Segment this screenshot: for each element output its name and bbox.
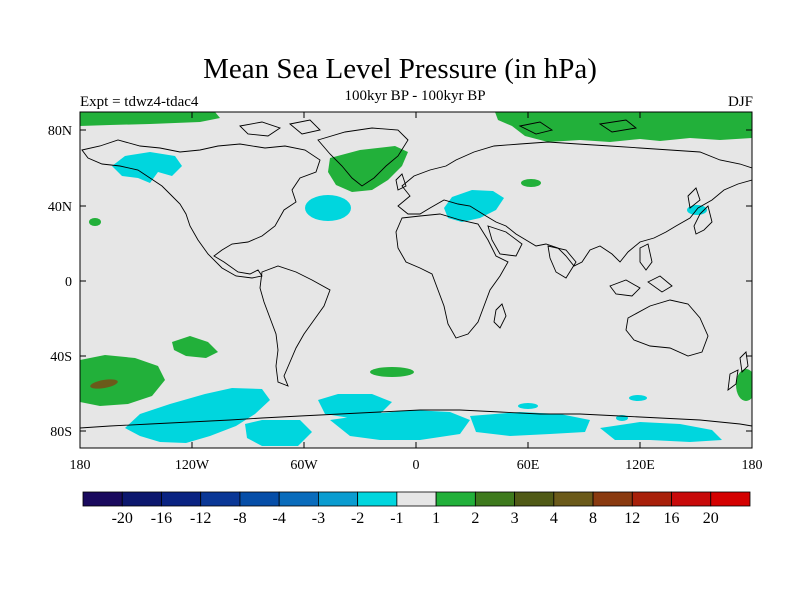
lat-tick-label: 40N xyxy=(48,200,72,215)
colorbar-label: 1 xyxy=(432,510,440,527)
anomaly-negative-alaska xyxy=(112,152,182,183)
colorbar-swatch xyxy=(161,491,202,507)
lon-tick-label: 120W xyxy=(175,458,210,473)
anomaly-positive-south-pacific-west xyxy=(80,355,165,406)
anomaly-positive-greenland xyxy=(328,146,408,192)
anomaly-negative-small-2 xyxy=(629,395,647,401)
colorbar-swatch xyxy=(318,491,359,507)
colorbar-label: -1 xyxy=(390,510,403,527)
anomaly-fields xyxy=(80,112,752,446)
colorbar-swatch xyxy=(710,491,751,507)
colorbar-swatch xyxy=(121,491,162,507)
anomaly-positive-arctic-east xyxy=(495,112,752,142)
colorbar-label: 16 xyxy=(664,510,680,527)
anomaly-negative-southern-ocean-drake xyxy=(245,420,312,446)
anomaly-positive-south-atlantic xyxy=(370,367,414,377)
map-background xyxy=(80,112,752,448)
lon-tick-label: 120E xyxy=(625,458,655,473)
colorbar-swatch xyxy=(631,491,672,507)
anomaly-positive-south-pacific-mid xyxy=(172,336,218,358)
anomaly-positive-arctic-west xyxy=(80,112,220,126)
colorbar-label: -4 xyxy=(273,510,286,527)
coastlines xyxy=(80,119,752,429)
colorbar-label: 8 xyxy=(589,510,597,527)
lat-tick-label: 40S xyxy=(50,350,72,365)
colorbar-swatch xyxy=(278,491,319,507)
anomaly-negative-southern-ocean-central xyxy=(330,410,470,440)
anomaly-positive-central-asia xyxy=(521,179,541,187)
colorbar-label: -8 xyxy=(233,510,246,527)
latitude-axis: 80N 40N 0 40S 80S xyxy=(48,124,752,440)
colorbar-swatch xyxy=(592,491,633,507)
anomaly-positive-east-pacific-end xyxy=(736,369,752,401)
colorbar-label: -16 xyxy=(151,510,172,527)
colorbar-label: 4 xyxy=(550,510,558,527)
colorbar-label: 3 xyxy=(511,510,519,527)
colorbar-swatch xyxy=(82,491,123,507)
lon-tick-label: 180 xyxy=(742,458,763,473)
colorbar-swatch xyxy=(239,491,280,507)
lat-tick-label: 80S xyxy=(50,425,72,440)
colorbar-swatch xyxy=(200,491,241,507)
colorbar-label: 2 xyxy=(471,510,479,527)
anomaly-negative-north-atlantic xyxy=(305,195,351,221)
colorbar-label: 20 xyxy=(703,510,719,527)
lat-tick-label: 0 xyxy=(65,275,72,290)
chart-title: Mean Sea Level Pressure (in hPa) xyxy=(203,53,597,85)
experiment-label: Expt = tdwz4-tdac4 xyxy=(80,94,199,110)
anomaly-negative-small-1 xyxy=(518,403,538,409)
colorbar-label: -20 xyxy=(112,510,133,527)
lon-tick-label: 60W xyxy=(290,458,318,473)
colorbar-swatch xyxy=(396,491,437,507)
lon-tick-label: 60E xyxy=(517,458,540,473)
colorbar-swatch xyxy=(514,491,555,507)
colorbar-label: -2 xyxy=(351,510,364,527)
longitude-axis: 180 120W 60W 0 60E 120E 180 xyxy=(70,112,763,473)
colorbar-swatch xyxy=(671,491,712,507)
colorbar-swatch xyxy=(474,491,515,507)
colorbar-swatch xyxy=(435,491,476,507)
lon-tick-label: 0 xyxy=(413,458,420,473)
lat-tick-label: 80N xyxy=(48,124,72,139)
anomaly-negative-southern-ocean-east xyxy=(600,422,722,442)
colorbar-label: 12 xyxy=(624,510,640,527)
colorbar-label: -12 xyxy=(190,510,211,527)
colorbar-label: -3 xyxy=(312,510,325,527)
anomaly-negative-southern-ocean-pacific xyxy=(125,388,270,443)
colorbar: -20 -16 -12 -8 -4 -3 -2 -1 1 2 3 4 8 12 16 20 xyxy=(82,491,751,527)
anomaly-negative-southern-ocean-indian xyxy=(470,412,590,436)
colorbar-swatch xyxy=(357,491,398,507)
anomaly-negative-mediterranean xyxy=(444,190,504,222)
chart-subtitle: 100kyr BP - 100kyr BP xyxy=(344,88,486,104)
colorbar-swatch xyxy=(553,491,594,507)
anomaly-positive-east-pacific-small xyxy=(89,218,101,226)
season-label: DJF xyxy=(727,94,753,110)
anomaly-positive-south-pacific-4to8 xyxy=(90,379,118,389)
lon-tick-label: 180 xyxy=(70,458,91,473)
